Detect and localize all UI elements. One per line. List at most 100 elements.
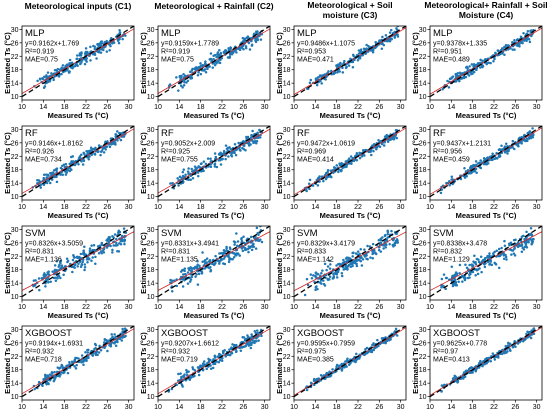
y-tick-label: 10 xyxy=(147,294,155,301)
data-point xyxy=(338,70,341,73)
data-point xyxy=(376,338,379,342)
model-name: MLP xyxy=(25,28,45,39)
data-point xyxy=(59,260,62,264)
one-to-one-line xyxy=(294,26,406,98)
data-point xyxy=(314,286,318,289)
x-tick-label: 18 xyxy=(469,304,477,311)
data-point xyxy=(187,172,190,176)
data-point xyxy=(479,66,482,69)
data-point xyxy=(474,167,478,171)
y-tick-label: 18 xyxy=(283,67,291,74)
data-point xyxy=(321,269,324,272)
data-point xyxy=(72,265,75,269)
x-tick-label: 14 xyxy=(175,104,183,111)
plot-frame xyxy=(157,225,271,301)
regression-equation: y=0.9595x+0.7959 xyxy=(297,341,355,348)
data-point xyxy=(458,263,462,267)
data-point xyxy=(470,366,473,369)
data-point xyxy=(222,351,225,355)
data-point xyxy=(214,254,217,258)
y-tick-label: 22 xyxy=(147,154,155,161)
data-point xyxy=(500,246,503,250)
regression-equation: y=0.9378x+1.335 xyxy=(433,41,487,48)
data-point xyxy=(41,384,44,387)
data-point xyxy=(341,261,345,265)
x-tick-label: 14 xyxy=(175,404,183,409)
data-point xyxy=(469,172,473,175)
data-point xyxy=(504,142,508,145)
data-point xyxy=(489,258,492,262)
data-point xyxy=(120,234,124,238)
data-point xyxy=(352,251,355,254)
data-point xyxy=(380,142,384,146)
data-point xyxy=(222,262,225,265)
data-point xyxy=(259,38,263,41)
data-point xyxy=(471,72,474,75)
data-point xyxy=(123,327,127,330)
data-point xyxy=(532,327,536,330)
data-point xyxy=(47,179,50,182)
y-tick-label: 26 xyxy=(419,340,427,347)
data-point xyxy=(61,173,64,176)
data-point xyxy=(386,229,389,232)
mae-value: MAE=1.129 xyxy=(433,257,470,264)
data-point xyxy=(183,269,186,273)
data-point xyxy=(336,65,339,69)
data-point xyxy=(46,271,49,274)
x-tick-label: 22 xyxy=(490,404,498,409)
data-point xyxy=(477,366,481,369)
y-tick-label: 30 xyxy=(147,227,155,234)
data-point xyxy=(503,244,507,247)
data-point xyxy=(494,52,497,55)
scatter-panel: 10 14 18 22 26 30 10 14 18 22 26 30 Measured Ts (°C)… xyxy=(411,25,543,120)
data-point xyxy=(474,263,478,266)
data-point xyxy=(87,158,91,161)
regression-equation: y=0.9486x+1.1075 xyxy=(297,41,355,48)
data-point xyxy=(90,259,93,262)
data-point xyxy=(197,174,200,178)
data-point xyxy=(68,166,72,170)
x-tick-label: 18 xyxy=(333,204,341,211)
data-point xyxy=(234,350,238,354)
data-point xyxy=(51,171,55,175)
data-point xyxy=(209,367,213,370)
data-point xyxy=(80,153,83,156)
data-point xyxy=(497,148,501,152)
data-point xyxy=(341,166,344,170)
data-point xyxy=(64,173,68,176)
y-tick-label: 14 xyxy=(419,381,427,388)
data-point xyxy=(225,245,228,249)
data-point xyxy=(463,167,466,170)
y-tick-label: 26 xyxy=(283,40,291,47)
data-point xyxy=(74,367,78,370)
data-point xyxy=(367,150,371,154)
y-tick-label: 18 xyxy=(147,267,155,274)
data-point xyxy=(193,369,197,372)
data-point xyxy=(518,136,522,140)
data-point xyxy=(201,362,205,365)
data-point xyxy=(371,50,375,54)
data-point xyxy=(341,66,344,70)
x-axis-label: Measured Ts (°C) xyxy=(48,311,109,320)
data-point xyxy=(511,139,515,143)
data-point xyxy=(369,49,372,52)
data-point xyxy=(450,77,453,80)
data-point xyxy=(251,129,254,133)
y-tick-label: 14 xyxy=(11,281,19,288)
x-tick-label: 14 xyxy=(447,104,455,111)
data-point xyxy=(378,40,381,43)
scatter-panel: 10 14 18 22 26 30 10 14 18 22 26 30 Measured Ts (°C)… xyxy=(275,125,407,220)
data-point xyxy=(379,140,383,143)
data-point xyxy=(99,348,103,352)
x-tick-label: 22 xyxy=(218,104,226,111)
y-tick-label: 30 xyxy=(283,327,291,334)
y-tick-label: 10 xyxy=(419,394,427,401)
data-point xyxy=(500,144,503,147)
data-point xyxy=(97,252,101,255)
data-point xyxy=(489,360,492,363)
data-point xyxy=(355,152,359,155)
data-point xyxy=(73,359,76,362)
data-point xyxy=(223,250,226,253)
regression-equation: y=0.9146x+1.8162 xyxy=(25,141,83,148)
data-point xyxy=(373,249,376,252)
